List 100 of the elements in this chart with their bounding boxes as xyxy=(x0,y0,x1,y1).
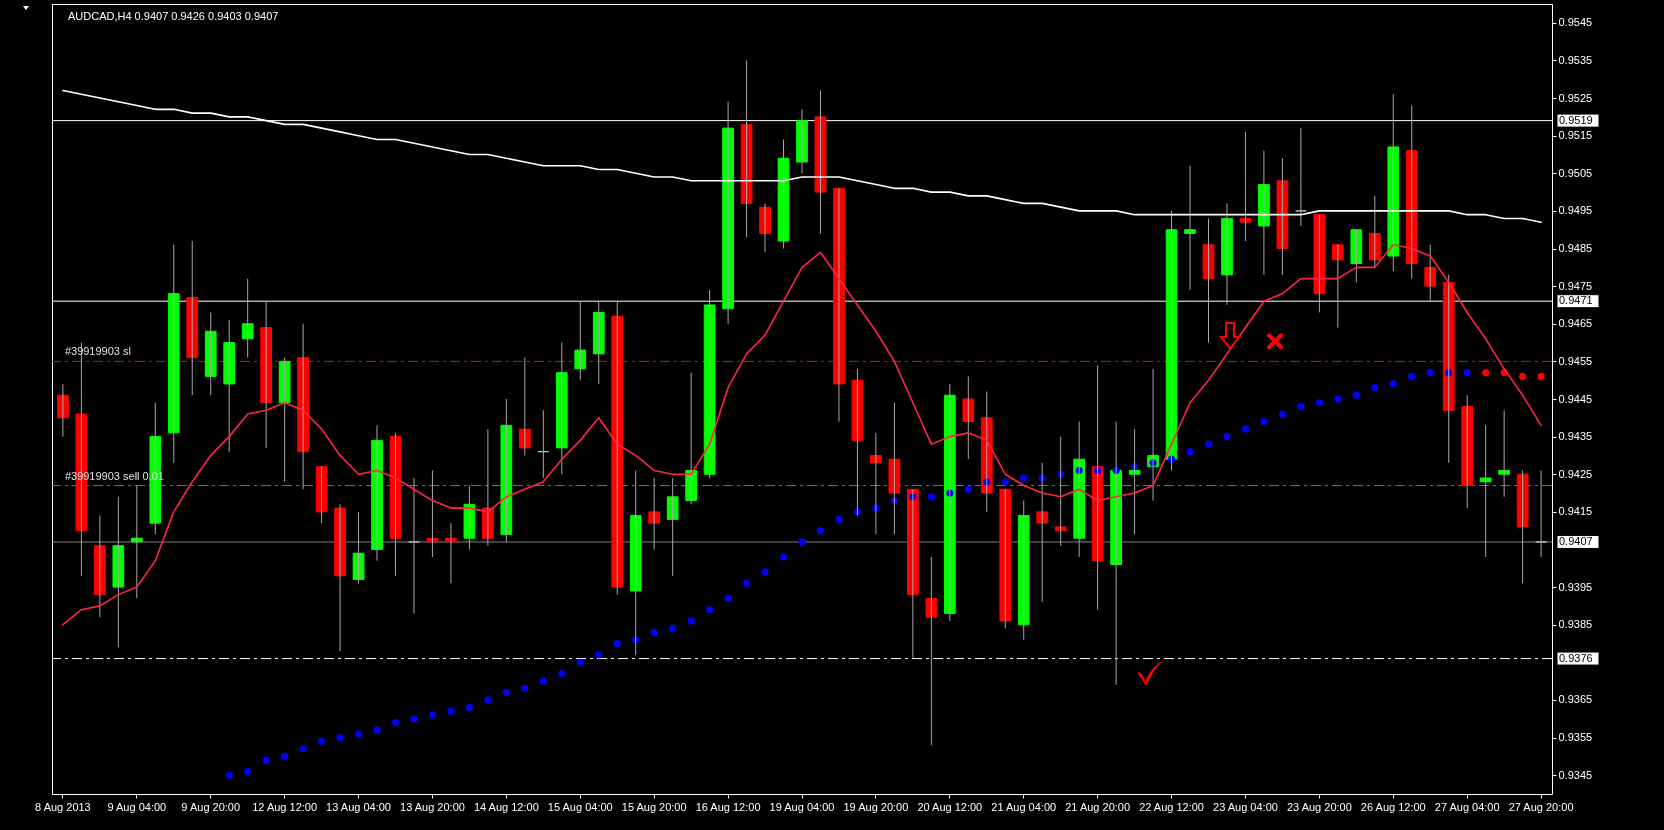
x-tick-label: 21 Aug 20:00 xyxy=(1065,800,1131,813)
candlestick xyxy=(1276,157,1289,276)
candlestick xyxy=(1091,364,1104,611)
candlestick xyxy=(352,511,365,584)
y-tick-label: 0.9355 xyxy=(1558,731,1593,744)
candlestick xyxy=(500,398,513,543)
candlestick xyxy=(943,383,956,622)
candlestick xyxy=(1424,244,1437,302)
x-tick-label: 9 Aug 20:00 xyxy=(181,800,241,813)
x-tick-label: 13 Aug 20:00 xyxy=(400,800,465,813)
candlestick xyxy=(1479,424,1492,558)
candlestick xyxy=(574,300,587,381)
candlestick xyxy=(1165,210,1178,471)
y-tick-label: 0.9515 xyxy=(1558,129,1593,142)
x-tick-label: 20 Aug 12:00 xyxy=(917,800,983,813)
y-tick-label: 0.9385 xyxy=(1558,618,1593,631)
x-tick-label: 14 Aug 12:00 xyxy=(473,800,539,813)
x-tick-label: 22 Aug 12:00 xyxy=(1139,800,1204,813)
candlestick xyxy=(999,488,1012,629)
x-tick-label: 16 Aug 12:00 xyxy=(695,800,761,813)
candlestick xyxy=(445,522,457,584)
y-tick-label: 0.9495 xyxy=(1558,204,1593,217)
candlestick xyxy=(888,402,901,535)
y-tick-label: 0.9435 xyxy=(1558,430,1593,443)
y-tick-label: 0.9395 xyxy=(1558,580,1593,593)
candlestick xyxy=(1387,93,1400,272)
candlestick xyxy=(777,138,790,250)
ref-line-label: 0.9519 xyxy=(1559,113,1593,126)
candlestick xyxy=(907,488,919,660)
y-tick-label: 0.9445 xyxy=(1558,392,1593,405)
candlestick xyxy=(648,477,661,550)
candlestick xyxy=(204,311,217,396)
candlestick xyxy=(1184,165,1196,291)
candlestick xyxy=(740,59,753,238)
candlestick xyxy=(703,289,716,479)
candlestick xyxy=(1331,244,1344,329)
x-tick-label: 21 Aug 04:00 xyxy=(991,800,1057,813)
candlestick xyxy=(1295,127,1307,227)
candlestick xyxy=(629,469,642,656)
x-tick-label: 9 Aug 04:00 xyxy=(107,800,167,813)
y-tick-label: 0.9535 xyxy=(1558,53,1593,66)
candlestick xyxy=(1239,131,1252,242)
x-tick-label: 15 Aug 04:00 xyxy=(547,800,613,813)
x-tick-label: 23 Aug 04:00 xyxy=(1213,800,1278,813)
line-series xyxy=(62,243,1542,626)
candlestick xyxy=(315,466,328,524)
y-tick-label: 0.9455 xyxy=(1558,354,1593,367)
candlestick xyxy=(537,409,550,479)
x-tick-label: 19 Aug 04:00 xyxy=(769,800,835,813)
x-tick-label: 26 Aug 12:00 xyxy=(1360,800,1426,813)
x-tick-label: 8 Aug 2013 xyxy=(35,800,91,813)
candlestick xyxy=(241,278,254,359)
y-tick-label: 0.9425 xyxy=(1558,467,1593,480)
text: AUDCAD,H4 0.9407 0.9426 0.9403 0.9407 xyxy=(68,10,279,22)
candlestick xyxy=(1368,195,1381,268)
x-tick-label: 27 Aug 04:00 xyxy=(1434,800,1500,813)
candlestick xyxy=(592,300,605,385)
candlestick xyxy=(278,357,291,483)
y-tick-label: 0.9525 xyxy=(1558,91,1593,104)
candlestick xyxy=(1036,462,1049,603)
candlestick xyxy=(666,477,679,577)
candlestick xyxy=(1535,469,1547,558)
candlestick xyxy=(223,319,236,453)
ref-line-label: 0.9407 xyxy=(1559,534,1593,547)
candlestick xyxy=(555,342,568,475)
candlestick xyxy=(112,496,125,648)
y-tick-label: 0.9485 xyxy=(1558,242,1593,255)
candlestick xyxy=(1017,500,1030,641)
candlestick xyxy=(426,469,439,558)
candlestick xyxy=(389,432,402,577)
candlestick xyxy=(851,368,864,517)
candlestick xyxy=(130,485,143,599)
candlestick xyxy=(1313,214,1326,313)
y-tick-label: 0.9415 xyxy=(1558,505,1593,518)
candlestick xyxy=(814,90,827,234)
candlestick xyxy=(1073,421,1086,558)
x-tick-label: 19 Aug 20:00 xyxy=(843,800,909,813)
candlestick xyxy=(925,556,938,746)
candlestick xyxy=(1516,469,1529,584)
candlestick xyxy=(408,477,420,614)
candlestick xyxy=(1128,428,1141,535)
y-tick-label: 0.9475 xyxy=(1558,279,1593,292)
candlestick xyxy=(1461,394,1474,509)
candlestick xyxy=(1405,105,1418,280)
y-tick-label: 0.9465 xyxy=(1558,317,1593,330)
candlestick xyxy=(1202,217,1215,344)
candlestick xyxy=(1054,436,1067,547)
ref-line-label: 0.9376 xyxy=(1559,651,1593,664)
y-tick-label: 0.9345 xyxy=(1558,768,1593,781)
x-tick-label: 13 Aug 04:00 xyxy=(326,800,391,813)
y-tick-label: 0.9545 xyxy=(1558,16,1593,29)
y-tick-label: 0.9365 xyxy=(1558,693,1593,706)
candlestick xyxy=(1350,229,1363,283)
candlestick xyxy=(1498,409,1510,498)
x-tick-label: 27 Aug 20:00 xyxy=(1508,800,1574,813)
candlestick xyxy=(980,390,993,513)
candlestick xyxy=(167,244,180,464)
y-tick-label: 0.9505 xyxy=(1558,166,1593,179)
x-tick-label: 15 Aug 20:00 xyxy=(621,800,687,813)
x-tick-label: 23 Aug 20:00 xyxy=(1286,800,1352,813)
